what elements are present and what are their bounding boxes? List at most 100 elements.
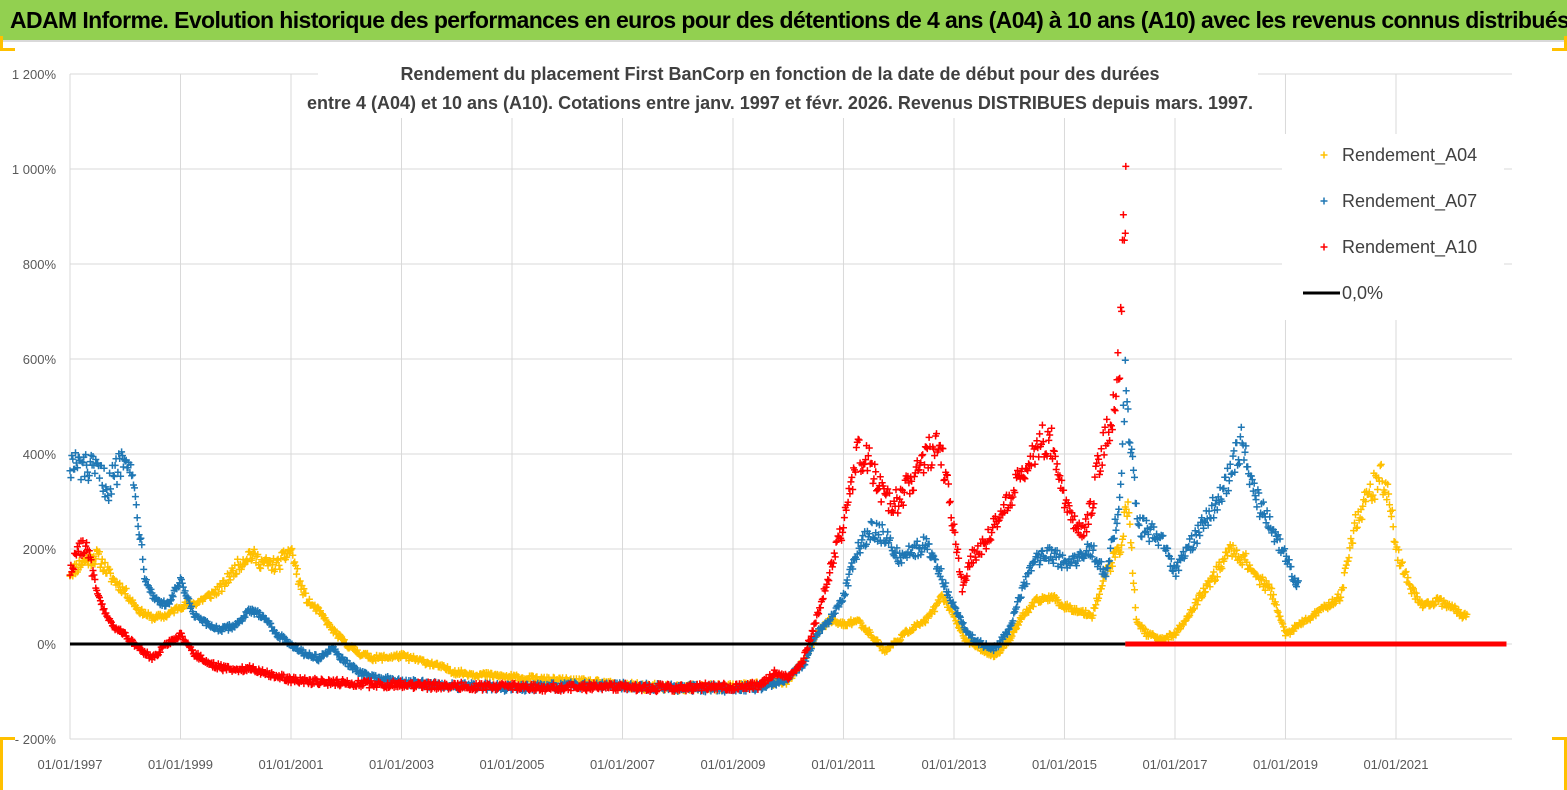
data-point	[1340, 584, 1347, 592]
data-point	[1404, 574, 1412, 582]
data-point	[1065, 502, 1073, 510]
data-point	[720, 679, 728, 687]
data-point	[610, 679, 618, 687]
data-point	[919, 451, 927, 459]
legend-box	[1282, 134, 1504, 320]
data-point	[856, 549, 864, 557]
data-point	[287, 546, 295, 554]
data-point	[1274, 531, 1282, 539]
data-point	[1086, 498, 1094, 506]
data-point	[1246, 480, 1254, 488]
data-point	[1204, 521, 1212, 529]
data-point	[107, 618, 115, 626]
data-point	[828, 563, 836, 571]
data-point	[890, 497, 898, 505]
data-point	[170, 609, 178, 617]
data-point	[1272, 601, 1280, 609]
data-point	[133, 514, 141, 522]
data-point	[1254, 486, 1262, 494]
data-point	[98, 600, 106, 608]
data-point	[1376, 462, 1384, 470]
data-point	[934, 446, 942, 454]
data-point	[178, 579, 186, 587]
data-point	[1009, 617, 1017, 625]
data-point	[1247, 472, 1255, 480]
data-point	[840, 514, 848, 522]
data-point	[188, 602, 195, 610]
data-point	[832, 538, 840, 546]
data-point	[1088, 553, 1096, 561]
data-point	[1237, 423, 1245, 431]
data-point	[949, 598, 957, 606]
data-point	[166, 597, 174, 605]
data-point	[824, 576, 832, 583]
data-point	[809, 627, 817, 635]
data-point	[314, 603, 322, 611]
data-point	[1023, 580, 1031, 588]
data-point	[93, 586, 101, 594]
data-point	[1098, 582, 1106, 590]
data-point	[1111, 553, 1119, 561]
data-point	[1337, 593, 1345, 601]
data-point	[107, 490, 115, 498]
data-point	[878, 479, 886, 487]
data-point	[1089, 611, 1097, 619]
data-point	[1115, 375, 1123, 383]
series-rendement-a04	[66, 460, 1471, 695]
data-point	[96, 594, 103, 601]
data-point	[1092, 601, 1100, 609]
data-point	[941, 582, 949, 590]
data-point	[1188, 532, 1196, 540]
data-point	[845, 570, 853, 578]
data-point	[874, 486, 882, 494]
data-point	[826, 569, 834, 577]
data-point	[1179, 621, 1187, 629]
data-point	[97, 560, 105, 568]
data-point	[302, 589, 310, 597]
data-point	[1089, 546, 1097, 554]
data-point	[830, 549, 838, 557]
data-point	[121, 590, 129, 598]
data-point	[1242, 442, 1250, 450]
data-point	[855, 436, 863, 444]
data-point	[1224, 487, 1232, 495]
data-point	[1077, 549, 1085, 557]
data-point	[218, 587, 226, 595]
data-point	[1398, 559, 1405, 567]
data-point	[1266, 513, 1274, 521]
data-point	[1150, 523, 1158, 531]
data-point	[1386, 501, 1393, 509]
x-tick-label: 01/01/2011	[811, 757, 875, 772]
data-point	[1009, 493, 1017, 501]
data-point	[101, 559, 109, 567]
data-point	[1233, 546, 1241, 554]
data-point	[1394, 556, 1402, 564]
data-point	[1053, 460, 1061, 468]
data-point	[1276, 612, 1284, 620]
data-point	[920, 469, 928, 477]
data-point	[1208, 502, 1216, 509]
data-point	[874, 636, 882, 644]
data-point	[78, 458, 86, 466]
data-point	[1287, 563, 1295, 571]
data-point	[838, 536, 846, 544]
data-point	[1222, 473, 1230, 481]
data-point	[1016, 594, 1024, 602]
data-point	[233, 570, 241, 578]
data-point	[1371, 495, 1379, 503]
data-point	[1196, 532, 1204, 539]
data-point	[1033, 437, 1041, 445]
data-point	[1129, 569, 1137, 577]
data-point	[821, 587, 829, 595]
data-point	[121, 457, 129, 465]
data-point	[984, 526, 992, 533]
data-point	[1036, 561, 1044, 569]
data-point	[835, 603, 843, 611]
data-point	[397, 677, 405, 685]
data-point	[866, 628, 874, 636]
data-point	[1145, 537, 1153, 545]
data-point	[1017, 593, 1025, 601]
data-point	[1130, 466, 1137, 474]
data-point	[947, 514, 955, 522]
data-point	[1205, 507, 1213, 515]
